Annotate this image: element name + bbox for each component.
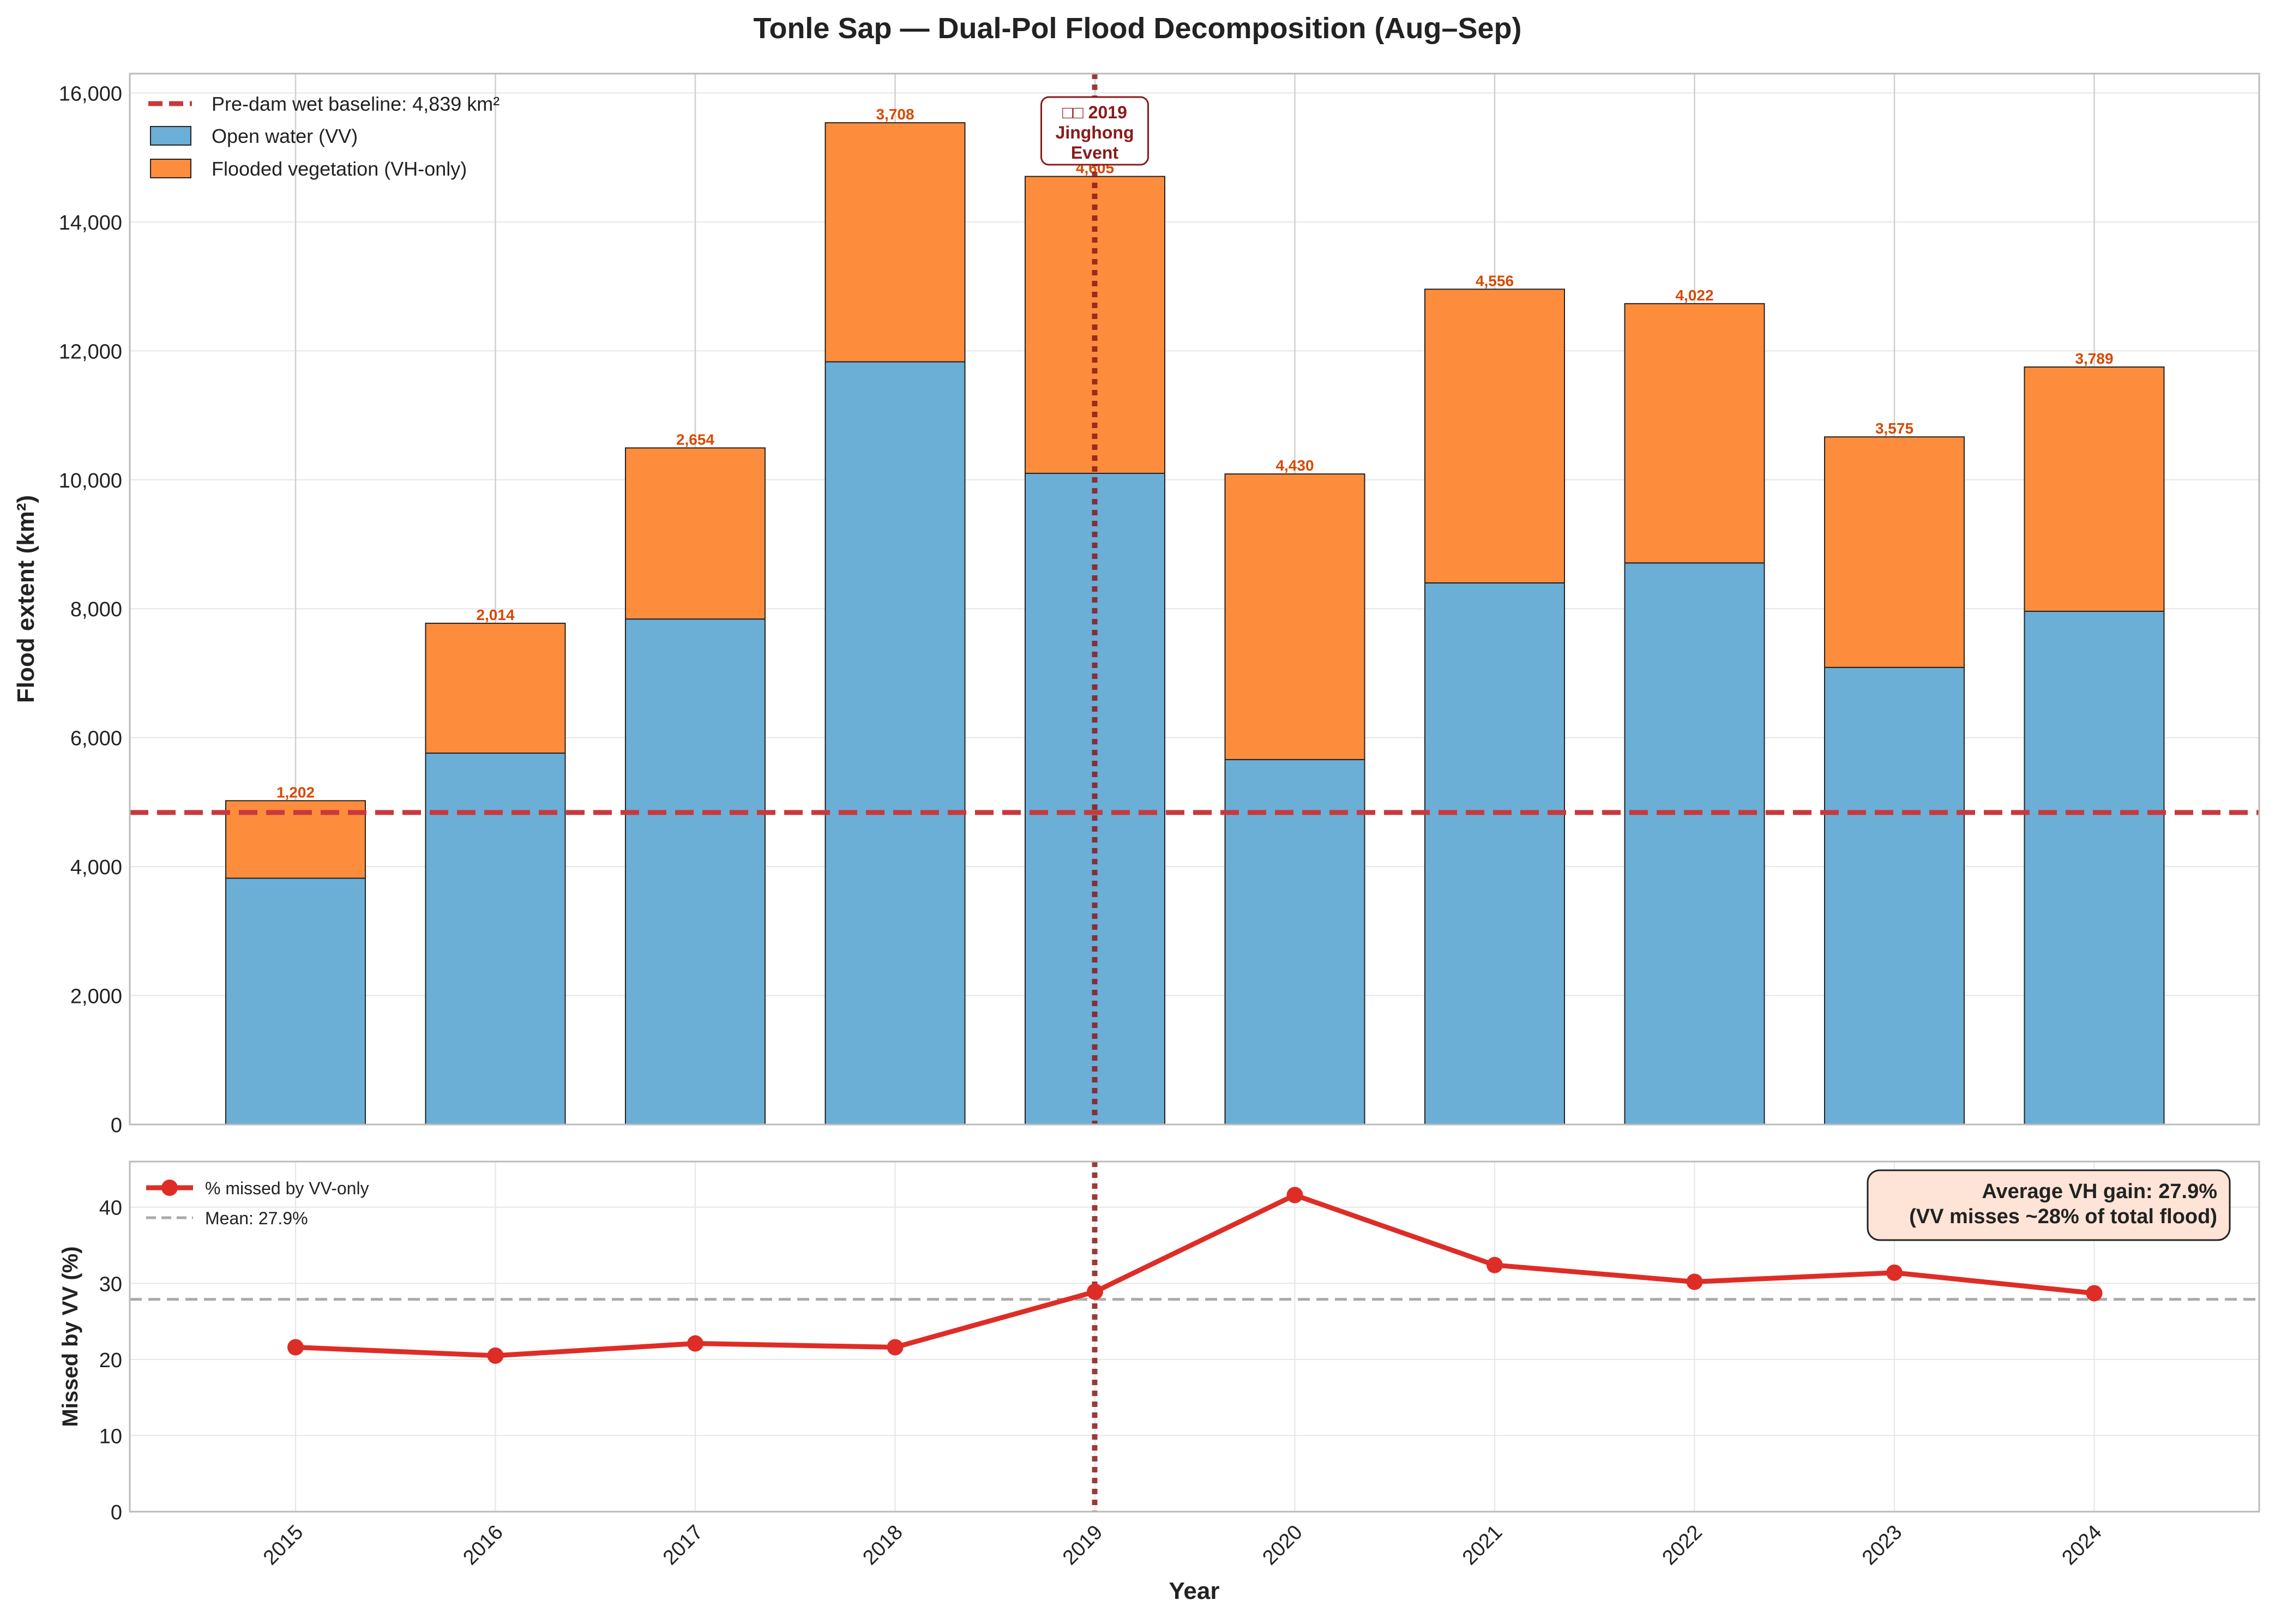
bar-data-label: 3,575 xyxy=(1875,420,1913,437)
vh-gain-annotation-text: Average VH gain: 27.9% xyxy=(1982,1180,2217,1203)
vh-gain-annotation-text: (VV misses ~28% of total flood) xyxy=(1909,1205,2217,1228)
x-tick-label: 2021 xyxy=(1458,1521,1507,1569)
bar-open-water xyxy=(425,753,566,1125)
bar-open-water xyxy=(625,618,766,1125)
bar-open-water xyxy=(2024,610,2165,1125)
bar-open-water xyxy=(1824,666,1965,1125)
x-tick-label: 2020 xyxy=(1258,1521,1307,1569)
top-y-tick-label: 4,000 xyxy=(70,856,122,879)
missed-point xyxy=(1286,1187,1303,1204)
missed-point xyxy=(2086,1285,2103,1302)
legend-missed-swatch-marker xyxy=(161,1180,178,1196)
bar-data-label: 4,556 xyxy=(1476,272,1514,289)
top-plot-frame xyxy=(129,73,2260,1126)
bar-flooded-vegetation xyxy=(824,122,966,363)
chart-title: Tonle Sap — Dual-Pol Flood Decomposition… xyxy=(753,12,1521,45)
top-y-tick-label: 12,000 xyxy=(59,340,122,363)
x-tick-label: 2023 xyxy=(1858,1521,1906,1569)
bar-data-label: 2,014 xyxy=(476,606,514,623)
top-y-tick-label: 16,000 xyxy=(59,82,122,105)
bar-open-water xyxy=(1424,582,1565,1126)
bar-flooded-vegetation xyxy=(625,447,766,620)
top-y-tick-label: 0 xyxy=(111,1114,122,1137)
x-tick-label: 2016 xyxy=(459,1521,507,1569)
event-annotation-box xyxy=(1040,96,1149,166)
x-axis-label: Year xyxy=(1169,1578,1220,1604)
bar-data-label: 1,202 xyxy=(276,784,315,801)
vh-gain-annotation-box xyxy=(1867,1169,2231,1241)
bar-flooded-vegetation xyxy=(425,622,566,754)
missed-point xyxy=(1886,1264,1903,1281)
missed-point xyxy=(687,1335,703,1352)
bar-flooded-vegetation xyxy=(2024,366,2165,612)
legend-flooded-vegetation-label: Flooded vegetation (VH-only) xyxy=(212,158,467,180)
x-tick-label: 2024 xyxy=(2057,1521,2106,1569)
x-tick-label: 2022 xyxy=(1658,1521,1706,1569)
bar-data-label: 4,022 xyxy=(1675,287,1713,304)
missed-point xyxy=(887,1339,904,1356)
bar-data-label: 2,654 xyxy=(676,431,714,448)
top-y-tick-label: 2,000 xyxy=(70,985,122,1008)
bottom-y-tick-label: 0 xyxy=(111,1501,122,1524)
legend-mean-label: Mean: 27.9% xyxy=(205,1208,308,1228)
missed-point xyxy=(287,1339,304,1356)
bottom-y-axis-label: Missed by VV (%) xyxy=(58,1246,82,1427)
missed-point xyxy=(1686,1273,1703,1290)
legend-baseline-label: Pre-dam wet baseline: 4,839 km² xyxy=(212,93,499,115)
bar-flooded-vegetation xyxy=(1624,303,1765,564)
bottom-y-tick-label: 10 xyxy=(99,1425,122,1448)
bar-flooded-vegetation xyxy=(1224,473,1365,760)
bar-data-label: 3,708 xyxy=(876,106,914,123)
legend-flooded-vegetation-swatch xyxy=(150,159,191,178)
bottom-y-tick-label: 30 xyxy=(99,1273,122,1296)
event-annotation-text: Jinghong xyxy=(1056,123,1134,142)
top-y-tick-label: 6,000 xyxy=(70,727,122,750)
x-tick-label: 2015 xyxy=(259,1521,308,1569)
missed-point xyxy=(1087,1283,1103,1300)
legend-open-water-swatch xyxy=(150,126,191,146)
bar-data-label: 4,430 xyxy=(1275,457,1314,474)
x-tick-label: 2018 xyxy=(858,1521,907,1569)
x-tick-label: 2019 xyxy=(1058,1521,1107,1569)
bar-flooded-vegetation xyxy=(1824,436,1965,668)
bottom-y-tick-label: 40 xyxy=(99,1197,122,1220)
bar-data-label: 3,789 xyxy=(2075,350,2113,367)
top-y-tick-label: 10,000 xyxy=(59,470,122,492)
top-y-tick-label: 14,000 xyxy=(59,212,122,234)
bottom-plot-frame xyxy=(129,1160,2260,1513)
bar-open-water xyxy=(1624,562,1765,1125)
bottom-y-tick-label: 20 xyxy=(99,1349,122,1372)
missed-point xyxy=(487,1347,504,1364)
legend-open-water-label: Open water (VV) xyxy=(212,125,358,147)
legend-missed-label: % missed by VV-only xyxy=(205,1178,369,1198)
event-annotation-text: □□ 2019 xyxy=(1062,103,1127,122)
bar-open-water xyxy=(225,877,366,1126)
bar-open-water xyxy=(824,361,966,1125)
event-annotation-text: Event xyxy=(1071,143,1118,163)
top-y-axis-label: Flood extent (km²) xyxy=(13,495,39,703)
bar-flooded-vegetation xyxy=(1424,288,1565,584)
missed-point xyxy=(1486,1256,1503,1273)
missed-line xyxy=(295,1192,2095,1358)
top-y-tick-label: 8,000 xyxy=(70,598,122,621)
x-tick-label: 2017 xyxy=(659,1521,707,1569)
